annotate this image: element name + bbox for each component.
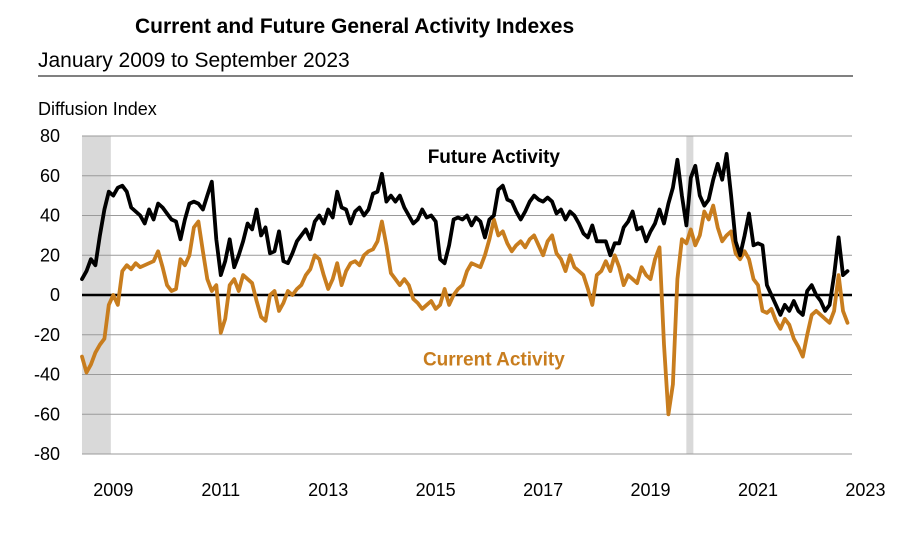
y-tick-label: 80 xyxy=(40,126,60,146)
x-tick-label: 2013 xyxy=(308,480,348,500)
y-axis-label: Diffusion Index xyxy=(38,99,157,119)
y-tick-label: 60 xyxy=(40,166,60,186)
current-activity-label: Current Activity xyxy=(423,350,565,371)
y-axis-ticks: 80 60 40 20 0 -20 -40 -60 -80 xyxy=(34,126,60,464)
future-activity-line xyxy=(80,152,850,317)
x-tick-label: 2011 xyxy=(201,480,240,500)
series-lines xyxy=(80,152,850,417)
gridlines xyxy=(82,135,852,455)
chart-title: Current and Future General Activity Inde… xyxy=(135,15,574,38)
x-tick-label: 2015 xyxy=(416,480,456,500)
x-tick-label: 2017 xyxy=(523,480,563,500)
x-tick-label: 2021 xyxy=(738,480,778,500)
x-tick-label: 2023 xyxy=(845,480,885,500)
x-tick-label: 2009 xyxy=(93,480,133,500)
x-tick-label: 2019 xyxy=(631,480,671,500)
y-tick-label: -80 xyxy=(34,444,60,464)
future-activity-label: Future Activity xyxy=(428,147,561,168)
current-activity-line xyxy=(80,203,850,417)
y-tick-label: -20 xyxy=(34,325,60,345)
y-tick-label: -40 xyxy=(34,365,60,385)
y-tick-label: 40 xyxy=(40,206,60,226)
y-tick-label: 20 xyxy=(40,245,60,265)
chart-subtitle: January 2009 to September 2023 xyxy=(38,49,350,72)
series-annotations: Future Activity Current Activity xyxy=(423,147,565,371)
x-axis-ticks: 2009 2011 2013 2015 2017 2019 2021 2023 xyxy=(93,480,885,500)
y-tick-label: 0 xyxy=(50,285,60,305)
y-tick-label: -60 xyxy=(34,404,60,424)
